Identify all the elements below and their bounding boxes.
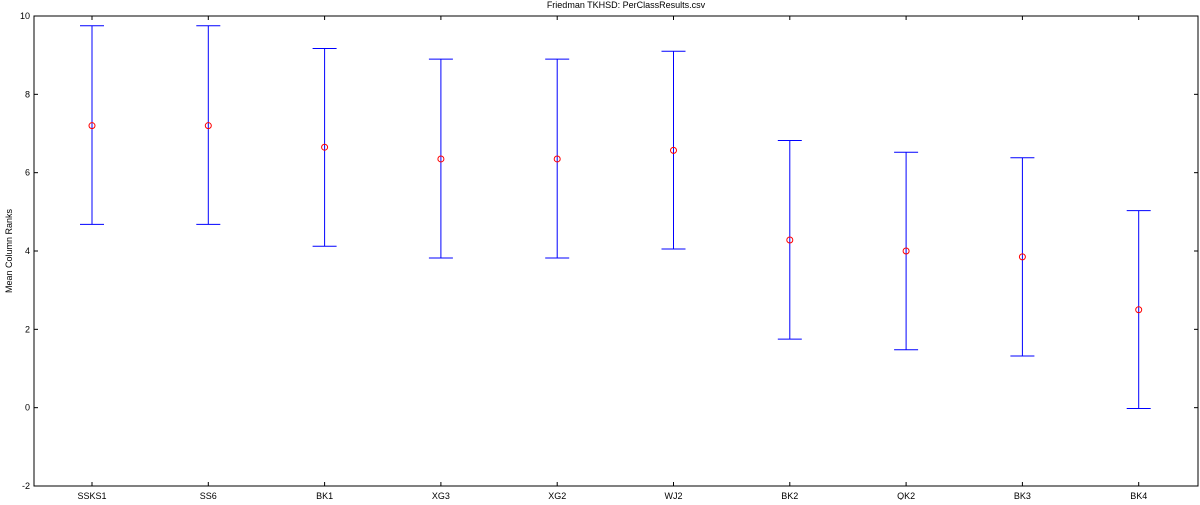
x-tick-label: BK3	[1014, 491, 1031, 500]
x-tick-label: QK2	[897, 491, 915, 500]
mean-marker-xg3	[437, 155, 445, 163]
error-bar-qk2	[894, 151, 919, 351]
x-tick-label: SSKS1	[77, 491, 106, 500]
mean-marker-qk2	[902, 247, 910, 255]
mean-marker-bk1	[321, 143, 329, 151]
x-tick-label: BK4	[1130, 491, 1147, 500]
x-tick-label: XG3	[432, 491, 450, 500]
y-tick-label: 8	[25, 89, 30, 99]
mean-marker-ssks1	[88, 122, 96, 130]
y-tick-label: 2	[25, 324, 30, 334]
error-bars	[80, 25, 1151, 409]
mean-markers	[88, 122, 1143, 314]
x-tick-label: BK2	[781, 491, 798, 500]
y-tick-label: 4	[25, 246, 30, 256]
error-bar-ss6	[196, 25, 221, 225]
y-tick-label: 0	[25, 403, 30, 413]
y-tick-label: 6	[25, 168, 30, 178]
mean-marker-xg2	[553, 155, 561, 163]
error-bar-wj2	[661, 50, 686, 250]
y-tick-label: -2	[22, 481, 30, 491]
y-axis: -2 0 2 4 6 8 10	[20, 11, 1198, 491]
mean-marker-wj2	[670, 146, 677, 154]
error-bar-xg3	[428, 58, 453, 259]
error-bar-bk2	[777, 140, 802, 340]
y-axis-label: Mean Column Ranks	[4, 208, 14, 293]
x-tick-label: WJ2	[665, 491, 683, 500]
mean-marker-bk4	[1135, 306, 1143, 314]
error-bar-xg2	[545, 58, 570, 259]
error-bar-bk3	[1010, 157, 1035, 357]
chart-title: Friedman TKHSD: PerClassResults.csv	[547, 0, 706, 10]
x-tick-label: BK1	[316, 491, 333, 500]
mean-marker-bk3	[1018, 253, 1026, 261]
mean-marker-bk2	[786, 236, 794, 244]
plot-area	[33, 15, 1199, 487]
y-tick-label: 10	[20, 11, 30, 21]
error-bar-bk4	[1126, 210, 1151, 409]
x-axis: SSKS1 SS6 BK1 XG3 XG2 WJ2 BK2 QK2 BK3 BK4	[77, 16, 1147, 501]
mean-marker-ss6	[204, 122, 212, 130]
error-bar-bk1	[312, 48, 337, 247]
x-tick-label: XG2	[548, 491, 566, 500]
x-tick-label: SS6	[200, 491, 217, 500]
error-bar-ssks1	[80, 25, 104, 225]
